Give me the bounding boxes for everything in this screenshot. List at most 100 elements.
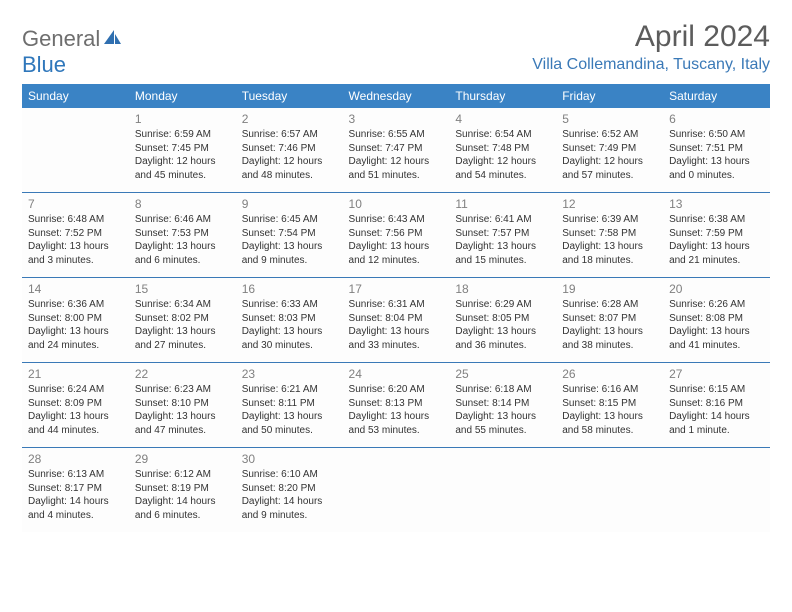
calendar-cell: 4Sunrise: 6:54 AMSunset: 7:48 PMDaylight… — [449, 108, 556, 193]
day-info: Sunrise: 6:50 AMSunset: 7:51 PMDaylight:… — [669, 128, 764, 182]
calendar-row: 28Sunrise: 6:13 AMSunset: 8:17 PMDayligh… — [22, 448, 770, 533]
calendar-cell: 2 Sunrise: 6:57 AMSunset: 7:46 PMDaylight… — [236, 108, 343, 193]
day-info: Sunrise: 6:55 AMSunset: 7:47 PMDaylight:… — [349, 128, 444, 182]
weekday-header: Saturday — [663, 84, 770, 108]
day-number: 16 — [242, 282, 337, 296]
calendar-cell: 7Sunrise: 6:48 AMSunset: 7:52 PMDaylight… — [22, 193, 129, 278]
day-info: Sunrise: 6:26 AMSunset: 8:08 PMDaylight:… — [669, 298, 764, 352]
day-number: 12 — [562, 197, 657, 211]
calendar-cell: 9 Sunrise: 6:45 AMSunset: 7:54 PMDaylight… — [236, 193, 343, 278]
day-info: Sunrise: 6:33 AMSunset: 8:03 PMDaylight:… — [242, 298, 337, 352]
calendar-cell: 12 Sunrise: 6:39 AMSunset: 7:58 PMDayligh… — [556, 193, 663, 278]
calendar-row: 14 Sunrise: 6:36 AMSunset: 8:00 PMDayligh… — [22, 278, 770, 363]
day-number: 1 — [135, 112, 230, 126]
calendar-cell: 18 Sunrise: 6:29 AMSunset: 8:05 PMDayligh… — [449, 278, 556, 363]
day-number: 17 — [349, 282, 444, 296]
day-info: Sunrise: 6:20 AMSunset: 8:13 PMDaylight:… — [349, 383, 444, 437]
calendar-cell: 28Sunrise: 6:13 AMSunset: 8:17 PMDayligh… — [22, 448, 129, 533]
day-number: 27 — [669, 367, 764, 381]
day-info: Sunrise: 6:45 AMSunset: 7:54 PMDaylight:… — [242, 213, 337, 267]
day-number: 14 — [28, 282, 123, 296]
calendar-cell: 10Sunrise: 6:43 AMSunset: 7:56 PMDayligh… — [343, 193, 450, 278]
brand-logo: General Blue — [22, 26, 122, 78]
logo-part2: Blue — [22, 52, 66, 77]
weekday-header: Friday — [556, 84, 663, 108]
day-number: 30 — [242, 452, 337, 466]
calendar-cell — [556, 448, 663, 533]
calendar-row: 21 Sunrise: 6:24 AMSunset: 8:09 PMDayligh… — [22, 363, 770, 448]
day-number: 13 — [669, 197, 764, 211]
day-number: 23 — [242, 367, 337, 381]
day-number: 22 — [135, 367, 230, 381]
day-number: 18 — [455, 282, 550, 296]
day-info: Sunrise: 6:23 AMSunset: 8:10 PMDaylight:… — [135, 383, 230, 437]
calendar-cell: 23 Sunrise: 6:21 AMSunset: 8:11 PMDayligh… — [236, 363, 343, 448]
day-number: 6 — [669, 112, 764, 126]
day-info: Sunrise: 6:39 AMSunset: 7:58 PMDaylight:… — [562, 213, 657, 267]
day-number: 26 — [562, 367, 657, 381]
calendar-cell: 15 Sunrise: 6:34 AMSunset: 8:02 PMDayligh… — [129, 278, 236, 363]
weekday-header: Sunday — [22, 84, 129, 108]
day-number: 8 — [135, 197, 230, 211]
page-header: General Blue April 2024 Villa Collemandi… — [22, 20, 770, 78]
weekday-header-row: Sunday Monday Tuesday Wednesday Thursday… — [22, 84, 770, 108]
day-info: Sunrise: 6:36 AMSunset: 8:00 PMDaylight:… — [28, 298, 123, 352]
day-info: Sunrise: 6:46 AMSunset: 7:53 PMDaylight:… — [135, 213, 230, 267]
day-info: Sunrise: 6:38 AMSunset: 7:59 PMDaylight:… — [669, 213, 764, 267]
calendar-cell: 17 Sunrise: 6:31 AMSunset: 8:04 PMDayligh… — [343, 278, 450, 363]
calendar-cell: 8 Sunrise: 6:46 AMSunset: 7:53 PMDaylight… — [129, 193, 236, 278]
day-info: Sunrise: 6:18 AMSunset: 8:14 PMDaylight:… — [455, 383, 550, 437]
logo-sail-icon — [102, 26, 122, 51]
day-info: Sunrise: 6:57 AMSunset: 7:46 PMDaylight:… — [242, 128, 337, 182]
day-number: 25 — [455, 367, 550, 381]
location-subtitle: Villa Collemandina, Tuscany, Italy — [532, 56, 770, 74]
day-info: Sunrise: 6:28 AMSunset: 8:07 PMDaylight:… — [562, 298, 657, 352]
day-info: Sunrise: 6:21 AMSunset: 8:11 PMDaylight:… — [242, 383, 337, 437]
day-info: Sunrise: 6:15 AMSunset: 8:16 PMDaylight:… — [669, 383, 764, 437]
day-info: Sunrise: 6:54 AMSunset: 7:48 PMDaylight:… — [455, 128, 550, 182]
weekday-header: Monday — [129, 84, 236, 108]
day-info: Sunrise: 6:13 AMSunset: 8:17 PMDaylight:… — [28, 468, 123, 522]
calendar-cell — [663, 448, 770, 533]
calendar-cell: 25 Sunrise: 6:18 AMSunset: 8:14 PMDayligh… — [449, 363, 556, 448]
calendar-cell — [22, 108, 129, 193]
day-number: 21 — [28, 367, 123, 381]
day-number: 11 — [455, 197, 550, 211]
calendar-cell: 5Sunrise: 6:52 AMSunset: 7:49 PMDaylight… — [556, 108, 663, 193]
weekday-header: Wednesday — [343, 84, 450, 108]
calendar-cell: 11 Sunrise: 6:41 AMSunset: 7:57 PMDayligh… — [449, 193, 556, 278]
weekday-header: Tuesday — [236, 84, 343, 108]
logo-part1: General — [22, 26, 100, 51]
day-number: 9 — [242, 197, 337, 211]
day-number: 24 — [349, 367, 444, 381]
calendar-cell: 6 Sunrise: 6:50 AMSunset: 7:51 PMDaylight… — [663, 108, 770, 193]
day-number: 3 — [349, 112, 444, 126]
day-number: 29 — [135, 452, 230, 466]
weekday-header: Thursday — [449, 84, 556, 108]
page-title: April 2024 — [532, 20, 770, 54]
day-info: Sunrise: 6:34 AMSunset: 8:02 PMDaylight:… — [135, 298, 230, 352]
day-info: Sunrise: 6:48 AMSunset: 7:52 PMDaylight:… — [28, 213, 123, 267]
calendar-row: 7Sunrise: 6:48 AMSunset: 7:52 PMDaylight… — [22, 193, 770, 278]
calendar-cell: 14 Sunrise: 6:36 AMSunset: 8:00 PMDayligh… — [22, 278, 129, 363]
calendar-cell: 22 Sunrise: 6:23 AMSunset: 8:10 PMDayligh… — [129, 363, 236, 448]
day-info: Sunrise: 6:41 AMSunset: 7:57 PMDaylight:… — [455, 213, 550, 267]
day-number: 19 — [562, 282, 657, 296]
day-info: Sunrise: 6:31 AMSunset: 8:04 PMDaylight:… — [349, 298, 444, 352]
calendar-cell: 24 Sunrise: 6:20 AMSunset: 8:13 PMDayligh… — [343, 363, 450, 448]
calendar-row: 1 Sunrise: 6:59 AMSunset: 7:45 PMDaylight… — [22, 108, 770, 193]
day-info: Sunrise: 6:12 AMSunset: 8:19 PMDaylight:… — [135, 468, 230, 522]
day-number: 15 — [135, 282, 230, 296]
calendar-cell: 16 Sunrise: 6:33 AMSunset: 8:03 PMDayligh… — [236, 278, 343, 363]
calendar-table: Sunday Monday Tuesday Wednesday Thursday… — [22, 84, 770, 532]
day-info: Sunrise: 6:24 AMSunset: 8:09 PMDaylight:… — [28, 383, 123, 437]
calendar-cell: 1 Sunrise: 6:59 AMSunset: 7:45 PMDaylight… — [129, 108, 236, 193]
calendar-body: 1 Sunrise: 6:59 AMSunset: 7:45 PMDaylight… — [22, 108, 770, 532]
day-info: Sunrise: 6:29 AMSunset: 8:05 PMDaylight:… — [455, 298, 550, 352]
day-number: 5 — [562, 112, 657, 126]
calendar-cell: 20Sunrise: 6:26 AMSunset: 8:08 PMDayligh… — [663, 278, 770, 363]
day-info: Sunrise: 6:43 AMSunset: 7:56 PMDaylight:… — [349, 213, 444, 267]
day-number: 2 — [242, 112, 337, 126]
calendar-cell: 29 Sunrise: 6:12 AMSunset: 8:19 PMDayligh… — [129, 448, 236, 533]
day-info: Sunrise: 6:59 AMSunset: 7:45 PMDaylight:… — [135, 128, 230, 182]
